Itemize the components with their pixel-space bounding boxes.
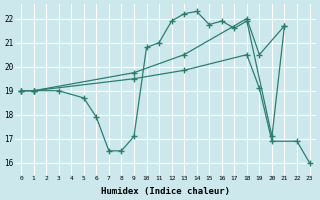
X-axis label: Humidex (Indice chaleur): Humidex (Indice chaleur) — [101, 187, 230, 196]
